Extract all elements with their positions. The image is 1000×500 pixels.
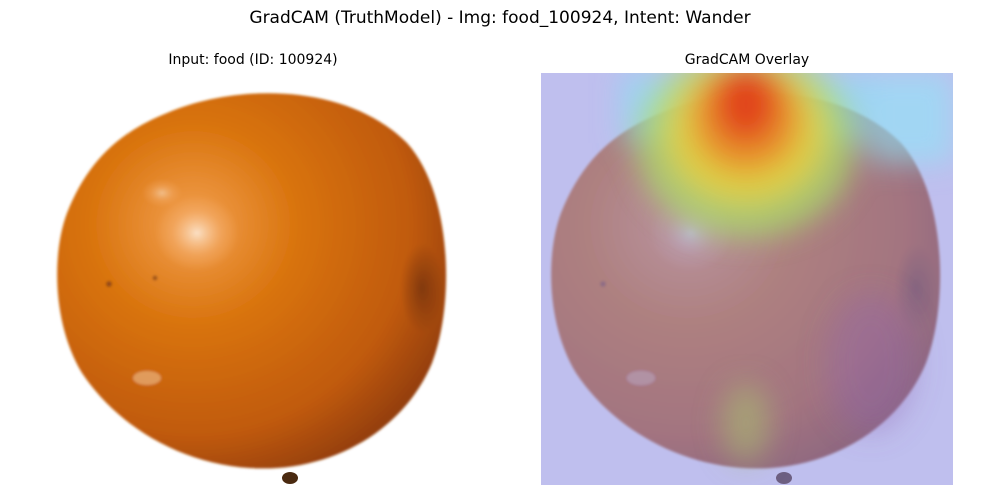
input-image <box>47 73 459 485</box>
input-image-panel <box>47 73 459 485</box>
gradcam-overlay-panel <box>541 73 953 485</box>
fruit-stem <box>282 472 298 484</box>
gradcam-overlay-image <box>541 73 953 485</box>
input-panel-title: Input: food (ID: 100924) <box>168 52 338 68</box>
fruit <box>57 93 447 469</box>
overlay-panel-title: GradCAM Overlay <box>684 52 810 68</box>
figure-title: GradCAM (TruthModel) - Img: food_100924,… <box>249 8 751 28</box>
heatmap-hotspots <box>621 73 953 463</box>
